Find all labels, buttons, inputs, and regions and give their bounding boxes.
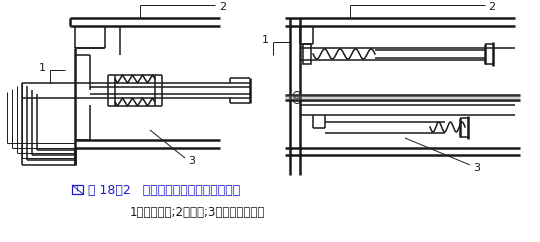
Text: 1－冷却水管;2－炉壳;3－波纹补偿器。: 1－冷却水管;2－炉壳;3－波纹补偿器。 xyxy=(130,205,265,219)
Text: 2: 2 xyxy=(488,2,495,12)
Bar xyxy=(303,44,311,64)
Text: 2: 2 xyxy=(219,2,226,12)
Text: 1: 1 xyxy=(261,35,268,45)
Text: 3: 3 xyxy=(473,163,480,173)
Text: 1: 1 xyxy=(38,63,45,73)
Text: 图 18－2   冷却系统用波纹补偿器示意图: 图 18－2 冷却系统用波纹补偿器示意图 xyxy=(88,184,240,197)
Bar xyxy=(72,185,83,194)
Text: 3: 3 xyxy=(188,156,195,166)
